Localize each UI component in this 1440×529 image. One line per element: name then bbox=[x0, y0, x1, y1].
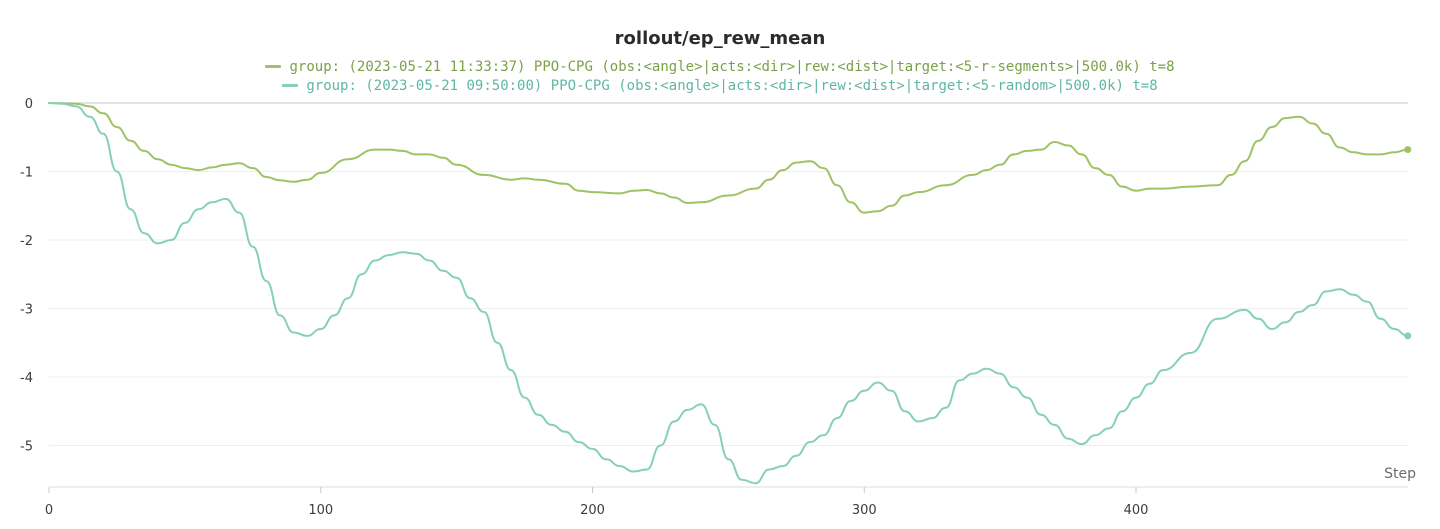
x-tick-label: 400 bbox=[1124, 503, 1149, 518]
y-tick-label: -3 bbox=[20, 303, 33, 318]
legend-label-series-2: group: (2023-05-21 09:50:00) PPO-CPG (ob… bbox=[306, 77, 1158, 94]
x-tick-label: 100 bbox=[308, 503, 333, 518]
y-tick-label: -1 bbox=[20, 166, 33, 181]
series-end-point-2 bbox=[1404, 332, 1412, 340]
y-tick-label: -5 bbox=[20, 440, 33, 455]
legend-entry-series-1[interactable]: group: (2023-05-21 11:33:37) PPO-CPG (ob… bbox=[0, 57, 1440, 76]
x-tick-label: 200 bbox=[580, 503, 605, 518]
legend-entry-series-2[interactable]: group: (2023-05-21 09:50:00) PPO-CPG (ob… bbox=[0, 76, 1440, 95]
y-tick-label: -2 bbox=[20, 234, 33, 249]
series-line-1 bbox=[48, 102, 1409, 214]
x-tick-label: 0 bbox=[45, 503, 53, 518]
legend-label-series-1: group: (2023-05-21 11:33:37) PPO-CPG (ob… bbox=[289, 58, 1175, 75]
y-tick-label: 0 bbox=[25, 97, 33, 112]
chart-legend: group: (2023-05-21 11:33:37) PPO-CPG (ob… bbox=[0, 57, 1440, 95]
series-end-point-1 bbox=[1404, 146, 1412, 154]
legend-swatch-series-1 bbox=[265, 65, 282, 68]
x-axis-label: Step bbox=[1384, 466, 1416, 482]
y-tick-label: -4 bbox=[20, 371, 33, 386]
series-line-2 bbox=[48, 102, 1409, 485]
chart-title: rollout/ep_rew_mean bbox=[614, 28, 826, 49]
legend-swatch-series-2 bbox=[282, 84, 299, 87]
x-tick-label: 300 bbox=[852, 503, 877, 518]
